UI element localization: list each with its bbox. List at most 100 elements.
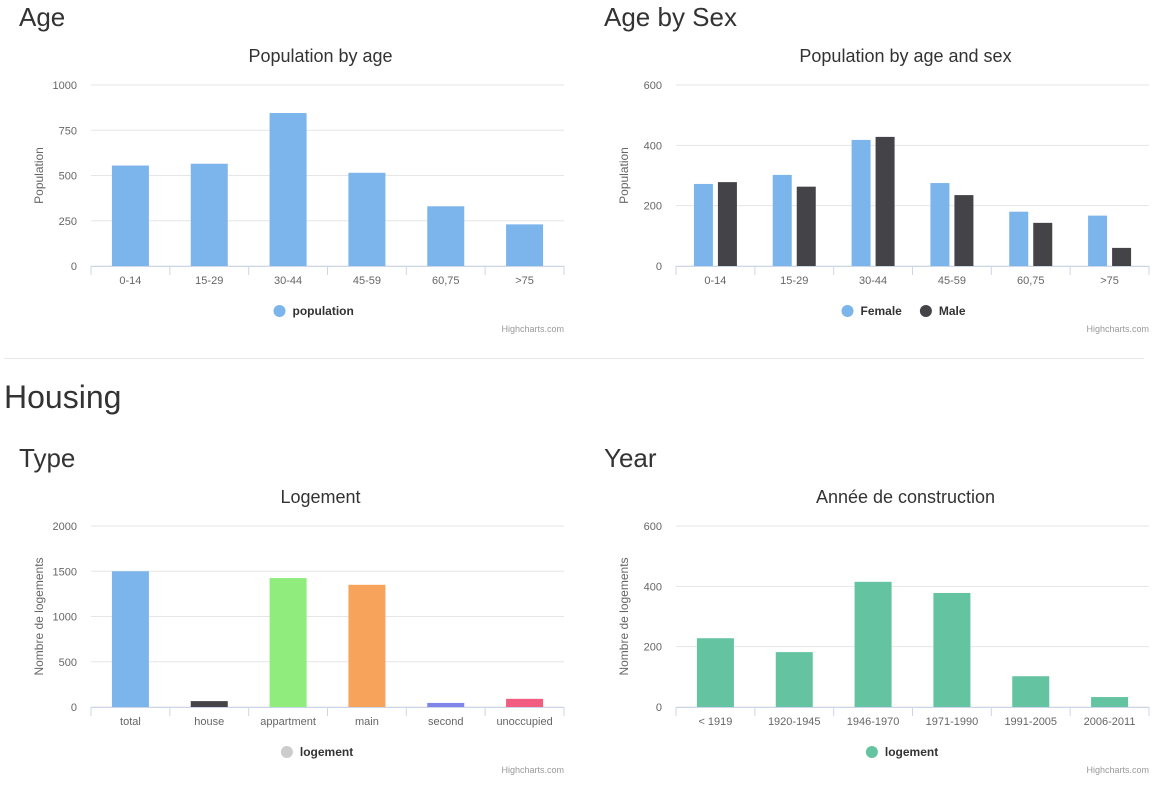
- bar-population-15-29[interactable]: [190, 163, 228, 266]
- x-tick-label: total: [120, 716, 141, 728]
- bar-population-45-59[interactable]: [348, 172, 386, 266]
- bar-logement-unoccupied[interactable]: [506, 698, 544, 707]
- bar-male-30-44[interactable]: [875, 136, 895, 266]
- bar-logement-appartment[interactable]: [269, 578, 307, 707]
- bar-female-15-29[interactable]: [772, 174, 792, 266]
- bar-population-0-14[interactable]: [111, 165, 149, 266]
- section-heading-housing: Housing: [4, 379, 122, 415]
- credits-link[interactable]: Highcharts.com: [1086, 324, 1149, 334]
- chart-population-by-age-and-sex: Population by age and sex 0 200 400 600 Popul…: [604, 38, 1157, 338]
- section-heading-type: Type: [19, 443, 76, 473]
- x-tick-label: 60,75: [1017, 275, 1045, 287]
- y-axis-title: Nombre de logements: [617, 557, 631, 675]
- bar-logement-house[interactable]: [190, 701, 228, 707]
- y-tick-label: 1500: [53, 566, 77, 578]
- x-tick-label: 0-14: [119, 275, 141, 287]
- y-tick-label: 1000: [53, 612, 77, 624]
- bar-logement-1946-1970[interactable]: [854, 581, 892, 707]
- x-tick-label: house: [194, 716, 224, 728]
- bar-logement-1991-2005[interactable]: [1012, 676, 1050, 707]
- chart-housing-year: Année de construction 0 200 400 600 Nombre de…: [604, 479, 1157, 779]
- legend-item-logement[interactable]: logement: [885, 745, 938, 759]
- chart-title: Logement: [280, 487, 360, 507]
- chart-title: Année de construction: [816, 487, 995, 507]
- chart-svg: Population by age and sex 0 200 400 600 Popul…: [617, 46, 1150, 334]
- bar-logement-1971-1990[interactable]: [933, 592, 971, 707]
- legend-item-population[interactable]: population: [293, 304, 354, 318]
- bar-logement-1919[interactable]: [696, 638, 734, 707]
- bar-female-30-44[interactable]: [851, 139, 871, 266]
- bar-logement-main[interactable]: [348, 584, 386, 707]
- credits-link[interactable]: Highcharts.com: [1086, 765, 1149, 775]
- legend-item-male[interactable]: Male: [939, 304, 966, 318]
- legend-marker-male[interactable]: [919, 305, 932, 317]
- credits-link[interactable]: Highcharts.com: [501, 324, 564, 334]
- bar-male-45-59[interactable]: [954, 195, 974, 266]
- x-tick-label: 30-44: [859, 275, 887, 287]
- x-tick-label: 1946-1970: [847, 716, 900, 728]
- y-tick-label: 600: [644, 80, 662, 92]
- chart-svg: Année de construction 0 200 400 600 Nombre de…: [617, 487, 1150, 775]
- y-tick-label: 0: [656, 261, 662, 273]
- x-tick-label: unoccupied: [496, 716, 552, 728]
- bar-male-75[interactable]: [1112, 247, 1132, 266]
- x-tick-label: 15-29: [195, 275, 223, 287]
- y-tick-label: 400: [644, 581, 662, 593]
- x-tick-label: main: [355, 716, 379, 728]
- y-tick-label: 1000: [53, 80, 77, 92]
- x-tick-label: 0-14: [704, 275, 726, 287]
- x-tick-label: >75: [1100, 275, 1119, 287]
- section-heading-year: Year: [604, 443, 657, 473]
- section-divider: [4, 358, 1144, 359]
- y-tick-label: 750: [59, 125, 77, 137]
- x-tick-label: second: [428, 716, 463, 728]
- y-tick-label: 2000: [53, 521, 77, 533]
- legend-item-female[interactable]: Female: [861, 304, 903, 318]
- bar-logement-2006-2011[interactable]: [1091, 697, 1129, 707]
- x-tick-label: 1920-1945: [768, 716, 821, 728]
- x-tick-label: 15-29: [780, 275, 808, 287]
- chart-title: Population by age: [248, 46, 392, 66]
- bar-female-75[interactable]: [1088, 215, 1108, 266]
- x-tick-label: 60,75: [432, 275, 460, 287]
- bar-male-15-29[interactable]: [796, 186, 816, 266]
- x-tick-label: 1991-2005: [1004, 716, 1057, 728]
- bar-population-30-44[interactable]: [269, 113, 307, 267]
- bar-logement-total[interactable]: [111, 571, 149, 707]
- bar-logement-1920-1945[interactable]: [775, 652, 813, 707]
- y-axis-title: Population: [32, 147, 46, 204]
- y-tick-label: 200: [644, 642, 662, 654]
- y-tick-label: 500: [59, 657, 77, 669]
- bar-logement-second[interactable]: [427, 702, 465, 707]
- legend-marker-female[interactable]: [841, 305, 854, 317]
- bar-population-60-75[interactable]: [427, 206, 465, 266]
- chart-svg: Population by age 0 250 500 750 1000 Populatio…: [32, 46, 565, 334]
- bar-male-60-75[interactable]: [1033, 222, 1053, 266]
- y-tick-label: 600: [644, 521, 662, 533]
- y-tick-label: 250: [59, 216, 77, 228]
- bar-female-60-75[interactable]: [1009, 211, 1029, 266]
- y-tick-label: 500: [59, 171, 77, 183]
- x-tick-label: 45-59: [938, 275, 966, 287]
- x-tick-label: < 1919: [698, 716, 732, 728]
- section-heading-age: Age: [19, 2, 66, 32]
- y-tick-label: 0: [656, 702, 662, 714]
- legend-item-logement[interactable]: logement: [300, 745, 353, 759]
- bar-female-0-14[interactable]: [693, 183, 713, 266]
- chart-housing-type: Logement 0 500 1000 1500 2000 Nombre de logeme…: [19, 479, 572, 779]
- legend-marker-population[interactable]: [273, 305, 286, 317]
- chart-population-by-age: Population by age 0 250 500 750 1000 Populatio…: [19, 38, 572, 338]
- chart-title: Population by age and sex: [799, 46, 1011, 66]
- credits-link[interactable]: Highcharts.com: [501, 765, 564, 775]
- x-tick-label: 1971-1990: [926, 716, 979, 728]
- bar-population-75[interactable]: [506, 224, 544, 266]
- legend-marker-logement[interactable]: [865, 746, 878, 758]
- x-tick-label: 30-44: [274, 275, 302, 287]
- bar-male-0-14[interactable]: [717, 182, 737, 266]
- legend-marker-logement[interactable]: [280, 746, 293, 758]
- section-heading-age-by-sex: Age by Sex: [604, 2, 737, 32]
- bar-female-45-59[interactable]: [930, 183, 950, 266]
- x-tick-label: 45-59: [353, 275, 381, 287]
- x-tick-label: 2006-2011: [1084, 716, 1136, 728]
- y-tick-label: 200: [644, 201, 662, 213]
